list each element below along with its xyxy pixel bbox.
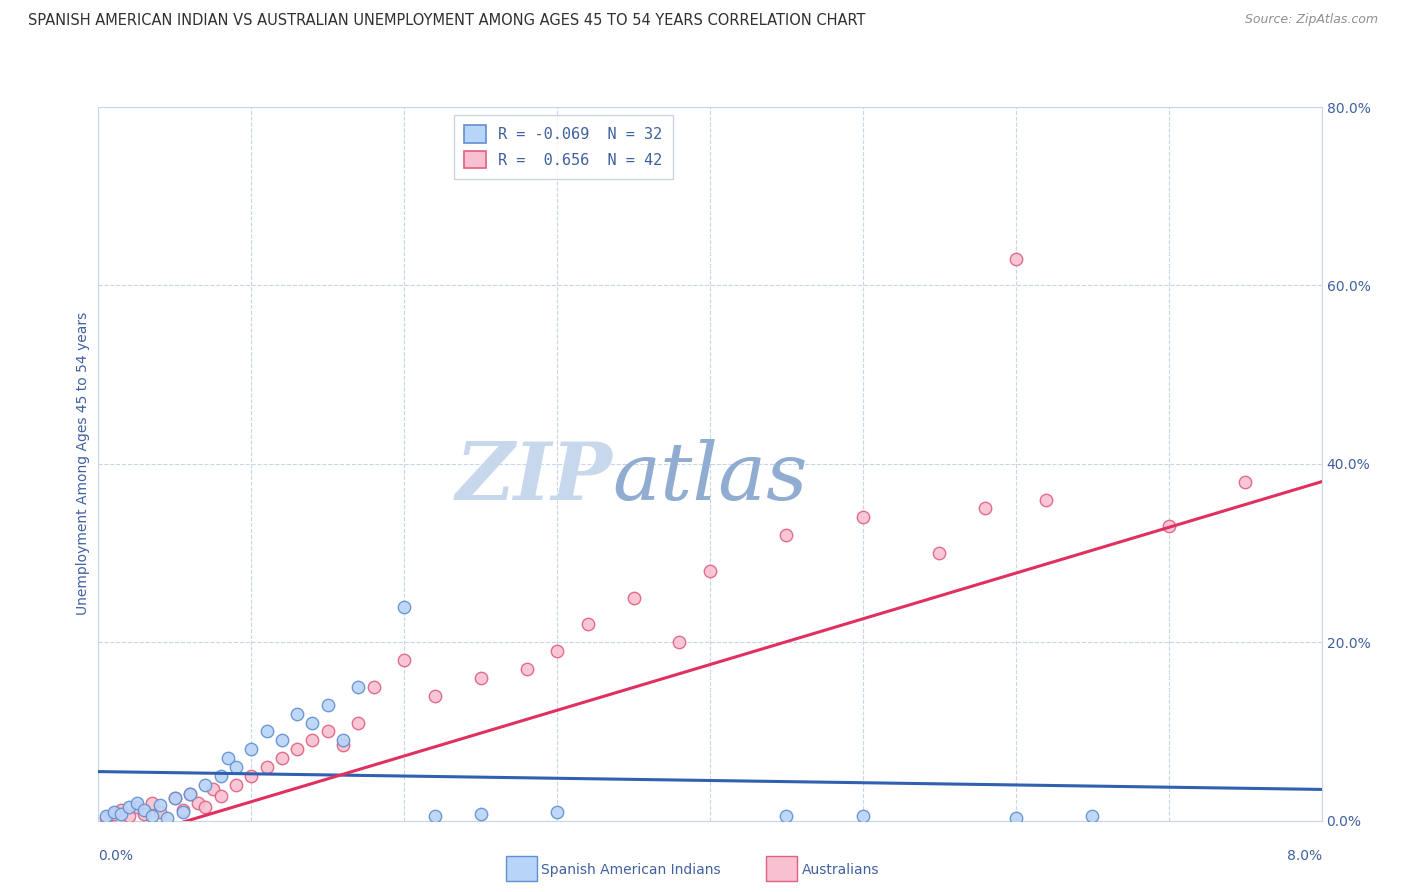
Point: [1234, 475, 1257, 489]
Point: [172, 805, 194, 819]
Point: [202, 782, 225, 797]
Point: [94, 811, 117, 825]
Point: [316, 724, 339, 739]
Point: [134, 806, 156, 821]
Point: [515, 662, 537, 676]
Point: [194, 800, 217, 814]
Point: [118, 809, 141, 823]
Point: [110, 806, 132, 821]
Point: [270, 751, 294, 765]
Text: ZIP: ZIP: [456, 440, 612, 516]
Point: [240, 742, 263, 756]
Point: [1004, 811, 1026, 825]
Point: [172, 803, 194, 817]
Point: [225, 778, 247, 792]
Text: Spanish American Indians: Spanish American Indians: [541, 863, 721, 877]
Point: [1081, 809, 1104, 823]
Point: [668, 635, 690, 649]
Point: [1157, 519, 1180, 533]
Point: [928, 546, 950, 560]
Point: [149, 797, 172, 812]
Point: [209, 769, 232, 783]
Point: [347, 680, 370, 694]
Text: SPANISH AMERICAN INDIAN VS AUSTRALIAN UNEMPLOYMENT AMONG AGES 45 TO 54 YEARS COR: SPANISH AMERICAN INDIAN VS AUSTRALIAN UN…: [28, 13, 866, 29]
Point: [217, 751, 239, 765]
Point: [110, 803, 132, 817]
Point: [194, 778, 217, 792]
Point: [470, 671, 492, 685]
Point: [470, 806, 492, 821]
Point: [285, 706, 308, 721]
Point: [256, 760, 278, 774]
Point: [775, 528, 797, 542]
Point: [775, 809, 797, 823]
Point: [141, 796, 163, 810]
Point: [256, 724, 278, 739]
Point: [141, 809, 163, 823]
Point: [179, 787, 201, 801]
Point: [423, 809, 446, 823]
Text: 0.0%: 0.0%: [98, 849, 134, 863]
Point: [103, 805, 125, 819]
Point: [179, 787, 201, 801]
Point: [974, 501, 997, 516]
Point: [94, 809, 117, 823]
Point: [301, 733, 323, 747]
Text: Australians: Australians: [801, 863, 879, 877]
Point: [332, 733, 354, 747]
Point: [118, 800, 141, 814]
Point: [546, 644, 568, 658]
Point: [546, 805, 568, 819]
Point: [392, 599, 416, 614]
Point: [699, 564, 721, 578]
Point: [347, 715, 370, 730]
Text: Source: ZipAtlas.com: Source: ZipAtlas.com: [1244, 13, 1378, 27]
Point: [392, 653, 416, 667]
Point: [225, 760, 247, 774]
Point: [852, 809, 875, 823]
Point: [852, 510, 875, 524]
Point: [301, 715, 323, 730]
Point: [332, 738, 354, 752]
Point: [1035, 492, 1057, 507]
Point: [125, 796, 148, 810]
Point: [623, 591, 645, 605]
Point: [240, 769, 263, 783]
Text: atlas: atlas: [612, 440, 807, 516]
Point: [363, 680, 385, 694]
Point: [125, 800, 148, 814]
Point: [187, 796, 209, 810]
Point: [423, 689, 446, 703]
Point: [156, 811, 179, 825]
Legend: R = -0.069  N = 32, R =  0.656  N = 42: R = -0.069 N = 32, R = 0.656 N = 42: [454, 115, 673, 179]
Point: [316, 698, 339, 712]
Point: [1004, 252, 1026, 266]
Text: 8.0%: 8.0%: [1286, 849, 1322, 863]
Point: [163, 791, 186, 805]
Point: [163, 791, 186, 805]
Point: [103, 806, 125, 821]
Point: [149, 805, 172, 819]
Point: [134, 803, 156, 817]
Point: [270, 733, 294, 747]
Point: [576, 617, 599, 632]
Point: [209, 789, 232, 803]
Y-axis label: Unemployment Among Ages 45 to 54 years: Unemployment Among Ages 45 to 54 years: [76, 312, 90, 615]
Point: [285, 742, 308, 756]
